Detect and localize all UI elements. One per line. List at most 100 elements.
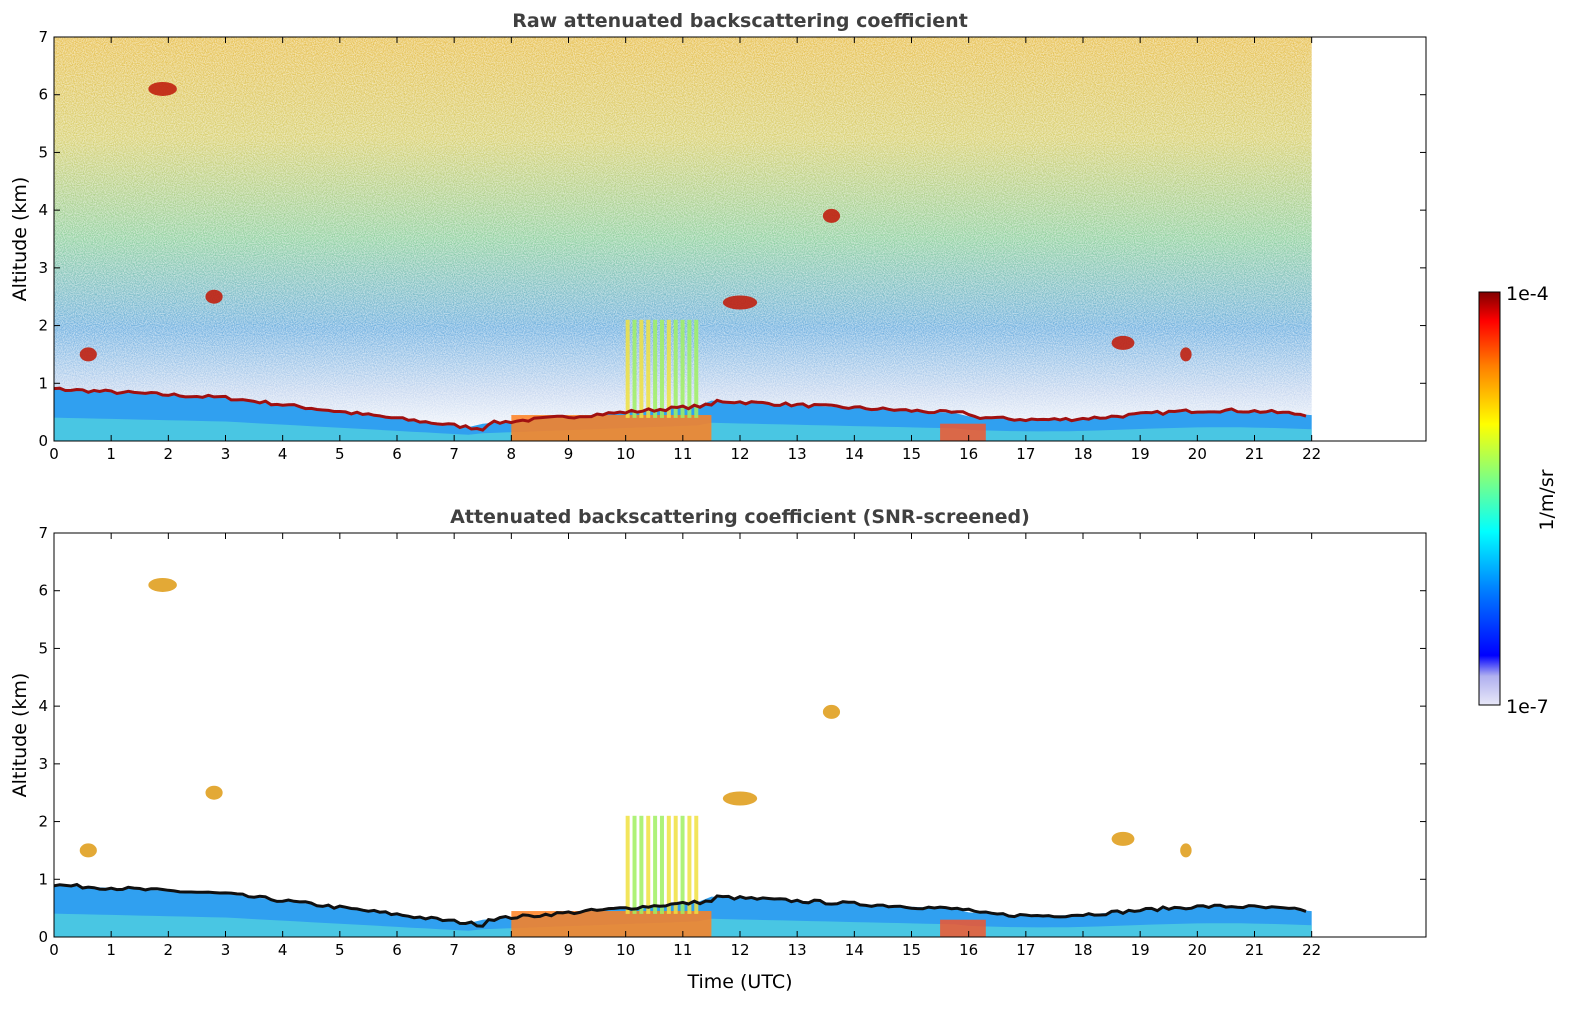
x-tick-label: 19 xyxy=(1131,941,1150,959)
x-tick-label: 14 xyxy=(845,941,864,959)
y-tick-label: 5 xyxy=(38,143,48,161)
x-tick-label: 18 xyxy=(1073,941,1092,959)
x-tick-label: 7 xyxy=(449,445,459,463)
x-tick-label: 0 xyxy=(49,445,59,463)
x-tick-label: 10 xyxy=(616,941,635,959)
cloud-column xyxy=(653,319,658,418)
y-tick-label: 7 xyxy=(38,28,48,46)
cloud-column xyxy=(687,815,692,914)
x-tick-label: 17 xyxy=(1016,445,1035,463)
top-y-axis: 0 1 2 3 4 5 6 7 xyxy=(38,28,1426,450)
x-tick-label: 7 xyxy=(449,941,459,959)
cloud-column xyxy=(639,319,644,418)
x-tick-label: 22 xyxy=(1302,445,1321,463)
bottom-panel: Attenuated backscattering coefficient (S… xyxy=(9,506,1427,993)
x-tick-label: 4 xyxy=(278,941,288,959)
x-tick-label: 16 xyxy=(959,445,978,463)
top-y-axis-label: Altitude (km) xyxy=(9,177,31,302)
cloud-column xyxy=(673,319,678,418)
y-tick-label: 6 xyxy=(38,86,48,104)
cloud-column xyxy=(687,319,692,418)
x-tick-label: 21 xyxy=(1245,445,1264,463)
cloud-column xyxy=(646,815,651,914)
cloud-column xyxy=(639,815,644,914)
cloud-patch xyxy=(822,704,841,719)
bottom-plot-frame xyxy=(53,532,1427,938)
y-tick-label: 4 xyxy=(38,201,48,219)
cloud-patch xyxy=(1180,843,1192,858)
aerosol-layer-2 xyxy=(940,423,986,441)
y-tick-label: 1 xyxy=(38,870,48,888)
x-tick-label: 6 xyxy=(392,941,402,959)
x-tick-label: 8 xyxy=(507,941,517,959)
cloud-column xyxy=(625,319,630,418)
x-tick-label: 0 xyxy=(49,941,59,959)
bottom-y-axis-label: Altitude (km) xyxy=(9,673,31,798)
x-tick-label: 8 xyxy=(507,445,517,463)
cloud-column xyxy=(673,815,678,914)
cloud-patch xyxy=(79,347,97,362)
top-x-axis: 0 1 2 3 4 5 6 7 8 9 10 11 12 13 14 15 16 17 18 19 20 21 22 xyxy=(49,37,1321,463)
bottom-y-axis: 0 1 2 3 4 5 6 7 xyxy=(38,524,1426,946)
x-tick-label: 14 xyxy=(845,445,864,463)
bottom-x-axis: 0 1 2 3 4 5 6 7 8 9 10 11 12 13 14 15 16 17 18 19 20 21 22 xyxy=(49,533,1321,959)
x-tick-label: 1 xyxy=(106,941,116,959)
x-tick-label: 6 xyxy=(392,445,402,463)
x-tick-label: 12 xyxy=(730,445,749,463)
cloud-patch xyxy=(1111,831,1135,846)
x-tick-label: 21 xyxy=(1245,941,1264,959)
x-tick-label: 22 xyxy=(1302,941,1321,959)
x-tick-label: 11 xyxy=(673,941,692,959)
top-panel-title: Raw attenuated backscattering coefficien… xyxy=(512,10,968,32)
cloud-patch xyxy=(1180,347,1192,362)
x-tick-label: 4 xyxy=(278,445,288,463)
colorbar-unit-label: 1/m/sr xyxy=(1536,469,1558,530)
x-tick-label: 12 xyxy=(730,941,749,959)
y-tick-label: 5 xyxy=(38,639,48,657)
x-tick-label: 3 xyxy=(221,445,231,463)
cloud-patch xyxy=(205,785,223,800)
aerosol-layer-2 xyxy=(940,919,986,937)
y-tick-label: 0 xyxy=(38,432,48,450)
x-tick-label: 18 xyxy=(1073,445,1092,463)
cloud-patch xyxy=(822,208,841,223)
cloud-patch xyxy=(148,81,177,96)
x-tick-label: 1 xyxy=(106,445,116,463)
aerosol-layer xyxy=(511,415,712,441)
cloud-patch xyxy=(1111,335,1135,350)
cloud-column xyxy=(659,319,664,418)
x-tick-label: 13 xyxy=(788,941,807,959)
x-tick-label: 17 xyxy=(1016,941,1035,959)
cloud-patch xyxy=(722,295,758,310)
cloud-column xyxy=(694,815,699,914)
y-tick-label: 2 xyxy=(38,813,48,831)
cloud-column xyxy=(646,319,651,418)
colorbar: 1e-4 1e-7 1/m/sr xyxy=(1478,283,1558,718)
cloud-column xyxy=(659,815,664,914)
x-tick-label: 19 xyxy=(1131,445,1150,463)
top-heatmap xyxy=(53,37,1312,441)
x-tick-label: 15 xyxy=(902,445,921,463)
x-tick-label: 10 xyxy=(616,445,635,463)
cloud-column xyxy=(625,815,630,914)
cloud-column xyxy=(653,815,658,914)
x-tick-label: 16 xyxy=(959,941,978,959)
x-axis-label: Time (UTC) xyxy=(686,971,792,993)
top-panel: Raw attenuated backscattering coefficien… xyxy=(9,10,1427,463)
colorbar-max-label: 1e-4 xyxy=(1506,283,1549,305)
x-tick-label: 20 xyxy=(1188,445,1207,463)
x-tick-label: 3 xyxy=(221,941,231,959)
pbl-top-line xyxy=(53,386,1307,432)
y-tick-label: 3 xyxy=(38,259,48,277)
x-tick-label: 2 xyxy=(164,445,174,463)
x-tick-label: 11 xyxy=(673,445,692,463)
cloud-patch xyxy=(205,289,223,304)
cloud-column xyxy=(694,319,699,418)
cloud-column xyxy=(666,319,671,418)
cloud-patch xyxy=(722,791,758,806)
cloud-column xyxy=(666,815,671,914)
cloud-column xyxy=(680,815,685,914)
y-tick-label: 3 xyxy=(38,755,48,773)
colorbar-min-label: 1e-7 xyxy=(1506,696,1549,718)
